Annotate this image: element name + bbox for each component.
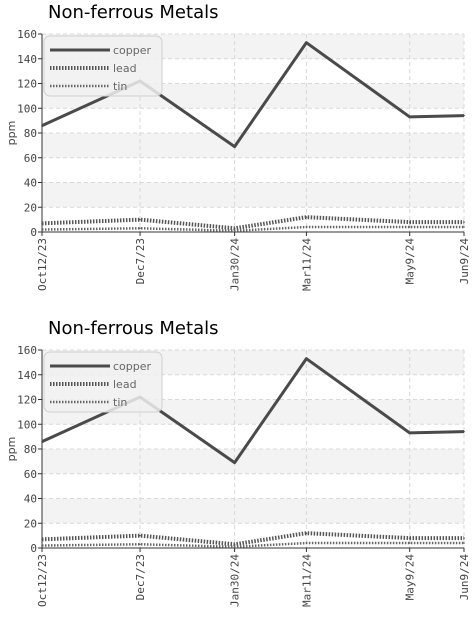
y-tick-label: 80 — [24, 443, 37, 456]
grid-band — [42, 449, 464, 474]
y-tick-label: 20 — [24, 517, 37, 530]
y-tick-label: 100 — [17, 418, 37, 431]
data-point-copper — [233, 145, 236, 148]
x-tick-label: Mar11/24 — [300, 238, 313, 291]
y-axis-label: ppm — [5, 121, 18, 146]
y-tick-label: 20 — [24, 201, 37, 214]
data-point-copper — [305, 357, 308, 360]
y-tick-label: 60 — [24, 152, 37, 165]
series-line-tin — [41, 541, 464, 549]
x-tick-label: Dec7/23 — [134, 238, 147, 284]
data-point-tin — [233, 545, 236, 548]
grid-band — [42, 182, 464, 208]
y-tick-label: 0 — [30, 542, 37, 555]
x-tick-label: Oct12/23 — [36, 554, 49, 607]
y-tick-label: 120 — [17, 394, 37, 407]
x-tick-label: Jun9/24 — [458, 238, 471, 285]
data-point-copper — [463, 114, 465, 117]
chart-panel-2: Non-ferrous Metals 0 20 40 60 80 100 120 140 160… — [0, 318, 475, 618]
x-tick-label: May9/24 — [404, 238, 417, 285]
grid-band — [42, 498, 464, 524]
data-point-copper — [408, 116, 411, 118]
chart-panel-1: Non-ferrous Metals 0 20 40 60 80 100 120 140 160… — [0, 2, 475, 302]
y-tick-label: 40 — [24, 177, 37, 190]
data-point-lead — [139, 218, 141, 221]
y-tick-label: 40 — [24, 493, 37, 506]
data-point-tin — [139, 543, 141, 546]
x-tick-label: Mar11/24 — [300, 554, 313, 607]
chart-title: Non-ferrous Metals — [48, 2, 219, 23]
y-tick-label: 0 — [30, 226, 37, 239]
data-point-tin — [139, 227, 141, 230]
y-tick-label: 100 — [17, 102, 37, 115]
data-point-tin — [41, 228, 43, 231]
y-tick-label: 80 — [24, 127, 37, 140]
y-tick-label: 160 — [17, 344, 37, 357]
data-point-tin — [305, 226, 308, 228]
data-point-lead — [305, 216, 308, 218]
y-tick-label: 60 — [24, 468, 37, 481]
line-chart-2: 0 20 40 60 80 100 120 140 160 ppm Oct12/23 Dec7/23 J… — [5, 344, 471, 607]
x-tick-label: Oct12/23 — [36, 238, 49, 291]
y-axis-label: ppm — [5, 437, 18, 462]
x-tick-label: Jan30/24 — [229, 554, 242, 607]
y-tick-label: 160 — [17, 28, 37, 41]
legend-label-lead: lead — [113, 378, 137, 391]
data-point-tin — [305, 542, 308, 544]
data-point-copper — [41, 124, 43, 127]
series-line-tin — [41, 225, 464, 233]
legend-label-lead: lead — [113, 62, 137, 75]
series-line-lead — [41, 215, 464, 231]
line-chart-1: 0 20 40 60 80 100 120 140 160 ppm Oct12/23 Dec7/23 J… — [5, 28, 471, 291]
data-point-tin — [408, 226, 411, 228]
y-tick-label: 140 — [17, 53, 37, 66]
y-tick-label: 140 — [17, 369, 37, 382]
y-tick-label: 120 — [17, 78, 37, 91]
x-tick-label: Jan30/24 — [229, 238, 242, 291]
data-point-lead — [41, 222, 43, 225]
data-point-lead — [463, 221, 465, 223]
data-point-lead — [305, 532, 308, 534]
legend-label-copper: copper — [113, 44, 152, 57]
series-line-lead — [41, 531, 464, 547]
data-point-copper — [408, 432, 411, 434]
data-point-tin — [463, 542, 465, 544]
data-point-tin — [463, 226, 465, 228]
data-point-copper — [41, 440, 43, 443]
data-point-tin — [408, 542, 411, 544]
grid-band — [42, 133, 464, 158]
x-tick-label: Jun9/24 — [458, 554, 471, 601]
data-point-lead — [408, 221, 411, 223]
data-point-lead — [463, 537, 465, 539]
data-point-lead — [408, 537, 411, 539]
data-point-copper — [305, 41, 308, 44]
data-point-lead — [233, 227, 236, 230]
data-point-lead — [139, 534, 141, 537]
legend-label-tin: tin — [113, 396, 127, 409]
data-point-tin — [41, 544, 43, 547]
data-point-tin — [233, 229, 236, 232]
data-point-lead — [233, 543, 236, 546]
data-point-lead — [41, 538, 43, 541]
x-tick-label: May9/24 — [404, 554, 417, 601]
chart-title: Non-ferrous Metals — [48, 318, 219, 339]
data-point-copper — [463, 430, 465, 433]
x-tick-label: Dec7/23 — [134, 554, 147, 600]
data-point-copper — [233, 461, 236, 464]
legend-label-copper: copper — [113, 360, 152, 373]
legend-label-tin: tin — [113, 80, 127, 93]
